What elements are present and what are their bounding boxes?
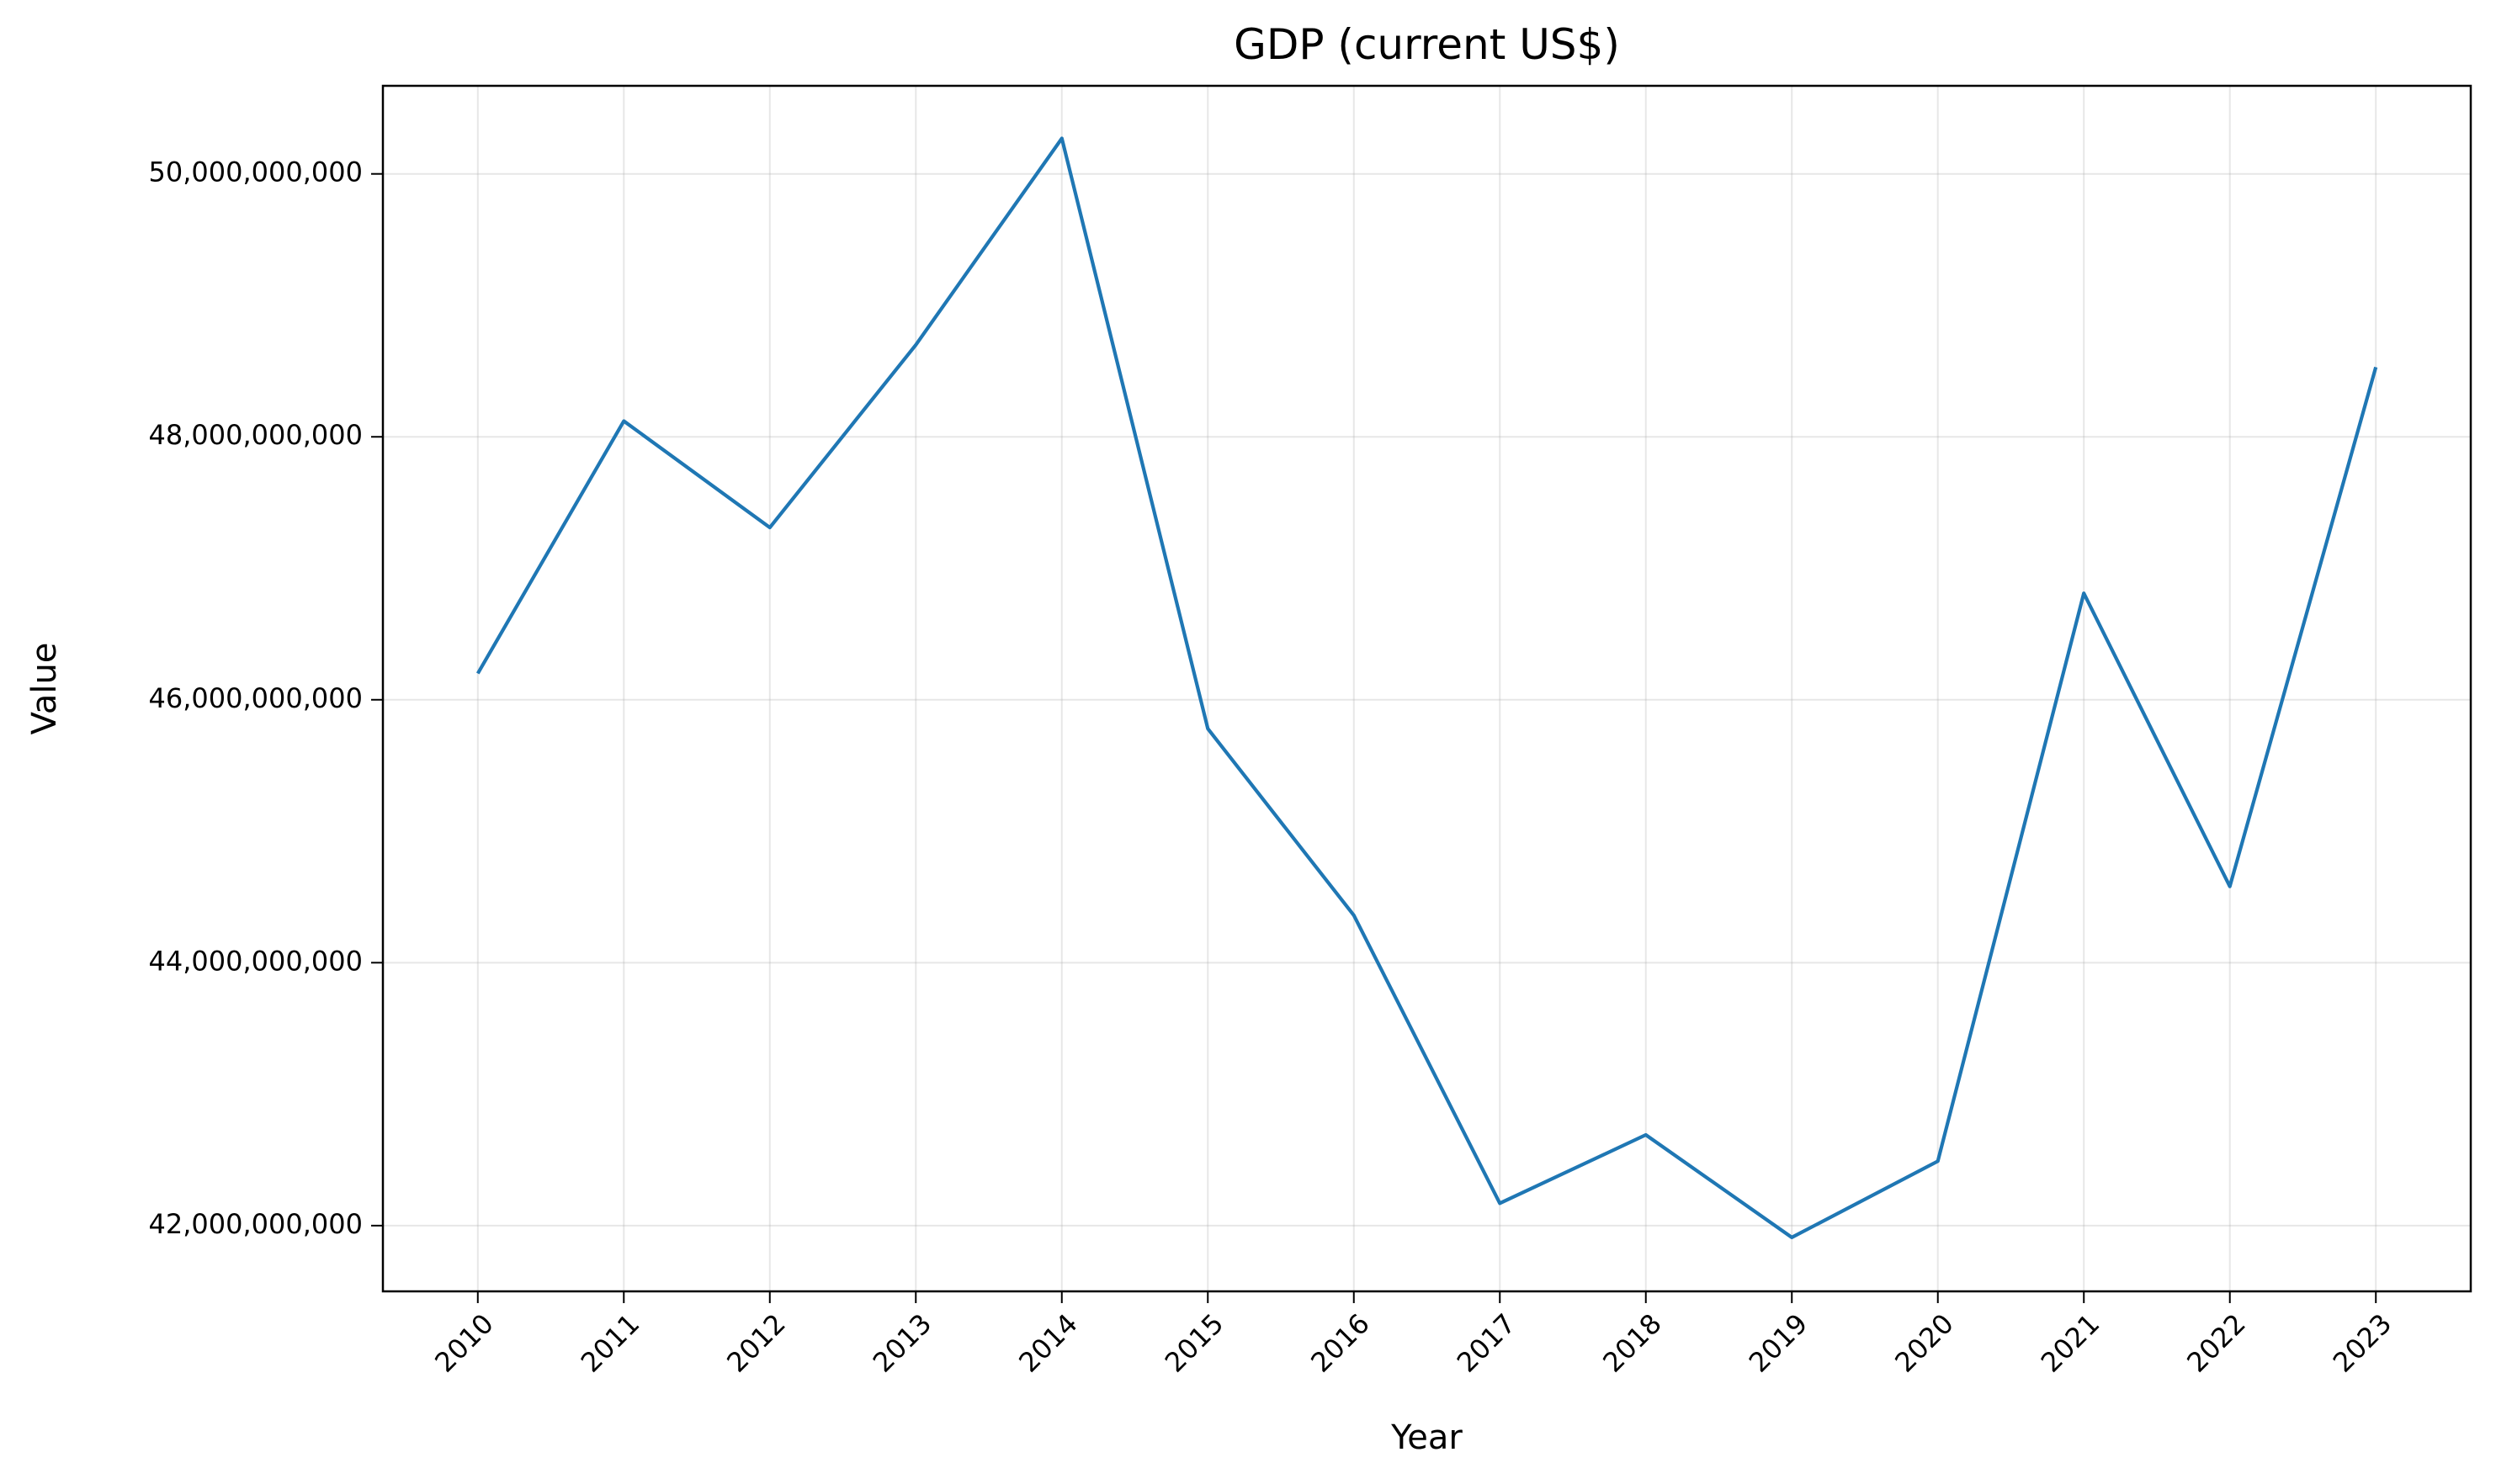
- x-tick-label: 2022: [2180, 1307, 2251, 1378]
- y-tick-label: 42,000,000,000: [149, 1208, 363, 1240]
- x-tick-label: 2018: [1596, 1307, 1667, 1378]
- x-tick-label: 2021: [2035, 1307, 2106, 1378]
- x-axis-label: Year: [1390, 1418, 1463, 1457]
- ticks-layer: 2010 2011 2012 2013 2014 2015 2016 2017 2018 2019…: [149, 156, 2398, 1379]
- x-tick-label: 2013: [867, 1307, 937, 1378]
- y-axis-label: Value: [25, 643, 64, 735]
- x-tick-label: 2015: [1159, 1307, 1229, 1378]
- x-tick-label: 2012: [720, 1307, 791, 1378]
- y-tick-label: 50,000,000,000: [149, 156, 363, 188]
- x-tick-label: 2020: [1888, 1307, 1959, 1378]
- series-line: [475, 136, 2378, 1240]
- x-tick-label: 2016: [1304, 1307, 1375, 1378]
- x-tick-label: 2014: [1012, 1307, 1083, 1378]
- y-tick-label: 44,000,000,000: [149, 945, 363, 977]
- x-tick-label: 2023: [2327, 1307, 2398, 1378]
- chart-title: GDP (current US$): [1234, 20, 1620, 69]
- axes-frame: [381, 84, 2472, 1293]
- y-tick-label: 48,000,000,000: [149, 419, 363, 451]
- x-tick-label: 2019: [1743, 1307, 1814, 1378]
- series-layer: [475, 136, 2378, 1240]
- x-tick-label: 2010: [428, 1307, 499, 1378]
- y-tick-label: 46,000,000,000: [149, 682, 363, 714]
- x-tick-label: 2011: [575, 1307, 645, 1378]
- grid-layer: [383, 86, 2471, 1291]
- x-tick-label: 2017: [1451, 1307, 1521, 1378]
